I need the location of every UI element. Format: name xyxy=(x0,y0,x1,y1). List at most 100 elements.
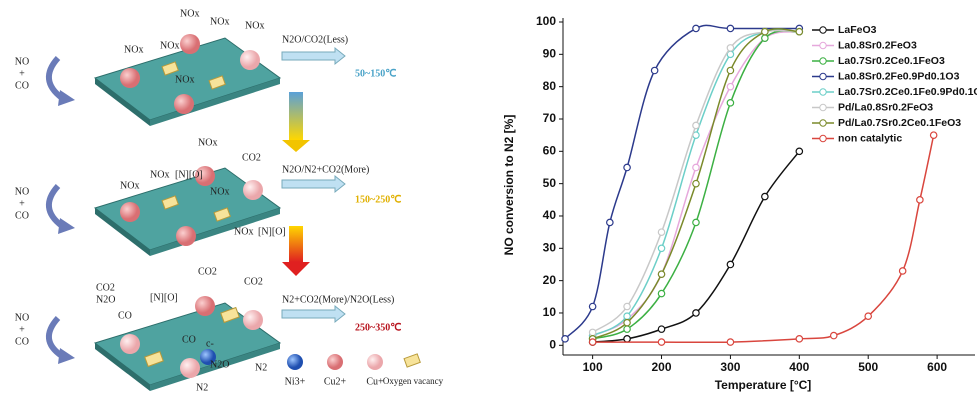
species: CO2 xyxy=(242,152,261,163)
data-point xyxy=(899,268,905,274)
y-tick-label: 90 xyxy=(543,47,557,61)
figure: NO + CO NO + CO NO + CO NOx NOx NOx NOx … xyxy=(0,0,977,400)
species: CO2 xyxy=(96,282,115,293)
legend-label: La0.7Sr0.2Ce0.1FeO3 xyxy=(838,55,945,67)
data-point xyxy=(865,313,871,319)
y-tick-label: 10 xyxy=(543,305,557,319)
species: [N][O] xyxy=(150,292,178,303)
stage-arrow xyxy=(289,92,303,140)
x-tick-label: 100 xyxy=(583,360,603,374)
species: NOx xyxy=(160,40,179,51)
chart: Temperature [°C] NO conversion to N2 [%]… xyxy=(502,14,977,392)
legend-swatch xyxy=(820,104,826,110)
x-tick-label: 600 xyxy=(927,360,947,374)
data-point xyxy=(562,336,568,342)
stage-labels: N2O/CO2(Less) 50~150℃ N2O/N2+CO2(More) 1… xyxy=(282,34,401,333)
data-point xyxy=(624,319,630,325)
data-point xyxy=(727,25,733,31)
legend-label: Cu+ xyxy=(366,376,384,387)
species: CO xyxy=(182,334,196,345)
data-point xyxy=(658,326,664,332)
data-point xyxy=(658,339,664,345)
data-point xyxy=(762,28,768,34)
species: NOx xyxy=(124,44,143,55)
data-point xyxy=(727,339,733,345)
reactant: CO xyxy=(15,80,29,91)
data-point xyxy=(658,290,664,296)
reactant: + xyxy=(19,68,25,79)
data-point xyxy=(917,197,923,203)
species: CO2 xyxy=(198,266,217,277)
species: [N][O] xyxy=(175,169,203,180)
data-point xyxy=(693,219,699,225)
y-tick-label: 0 xyxy=(549,337,556,351)
legend-swatch xyxy=(820,27,826,33)
data-point xyxy=(624,303,630,309)
y-tick-label: 40 xyxy=(543,208,557,222)
y-tick-label: 100 xyxy=(536,14,556,28)
data-point xyxy=(831,332,837,338)
data-point xyxy=(796,148,802,154)
data-point xyxy=(624,326,630,332)
stage-arrow xyxy=(282,140,310,152)
legend-label: non catalytic xyxy=(838,132,902,144)
x-tick-label: 500 xyxy=(858,360,878,374)
data-point xyxy=(658,245,664,251)
species: N2O xyxy=(210,359,229,370)
x-tick-label: 300 xyxy=(720,360,740,374)
data-point xyxy=(651,67,657,73)
species: N2 xyxy=(255,362,267,373)
data-point xyxy=(589,339,595,345)
stage-arrow xyxy=(289,226,303,262)
data-point xyxy=(762,35,768,41)
reactant: CO xyxy=(15,210,29,221)
arrow-heads xyxy=(58,90,75,364)
data-point xyxy=(693,164,699,170)
data-point xyxy=(693,310,699,316)
data-point xyxy=(693,25,699,31)
data-point xyxy=(727,100,733,106)
y-tick-label: 80 xyxy=(543,79,557,93)
y-tick-label: 20 xyxy=(543,273,557,287)
diagram-legend: Ni3+ Cu2+ Cu+ Oxygen vacancy xyxy=(285,354,444,387)
data-point xyxy=(658,271,664,277)
species: NOx xyxy=(210,186,229,197)
stage-products: N2O/CO2(Less) xyxy=(282,34,348,45)
reactant-labels: NO + CO NO + CO NO + CO xyxy=(15,56,29,347)
x-tick-label: 400 xyxy=(789,360,809,374)
stage-products: N2O/N2+CO2(More) xyxy=(282,164,369,175)
data-point xyxy=(693,180,699,186)
species: c- xyxy=(206,338,214,349)
y-axis-label: NO conversion to N2 [%] xyxy=(502,115,516,256)
data-point xyxy=(930,132,936,138)
species: NOx xyxy=(175,74,194,85)
species: NOx xyxy=(234,226,253,237)
x-axis-label: Temperature [°C] xyxy=(715,378,812,392)
y-tick-label: 30 xyxy=(543,240,557,254)
data-point xyxy=(727,83,733,89)
species: NOx xyxy=(198,137,217,148)
species: N2 xyxy=(196,382,208,393)
stage-arrow xyxy=(282,262,310,276)
species: [N][O] xyxy=(258,226,286,237)
reactant: NO xyxy=(15,312,29,323)
species: CO xyxy=(118,310,132,321)
y-tick-label: 50 xyxy=(543,176,557,190)
species: CO2 xyxy=(244,276,263,287)
data-point xyxy=(607,219,613,225)
reactant: NO xyxy=(15,56,29,67)
legend-label: Oxygen vacancy xyxy=(383,376,444,386)
stage-temperature: 50~150℃ xyxy=(355,68,396,79)
stage-temperature: 150~250℃ xyxy=(355,194,401,205)
x-tick-label: 200 xyxy=(652,360,672,374)
legend-label: Cu2+ xyxy=(324,376,347,387)
reactant: + xyxy=(19,324,25,335)
legend-label: Pd/La0.7Sr0.2Ce0.1FeO3 xyxy=(838,117,961,129)
data-point xyxy=(658,229,664,235)
stage-temperature: 250~350℃ xyxy=(355,322,401,333)
legend-label: La0.8Sr0.2FeO3 xyxy=(838,39,917,51)
data-point xyxy=(624,313,630,319)
data-point xyxy=(589,329,595,335)
reactant: CO xyxy=(15,336,29,347)
species: NOx xyxy=(150,169,169,180)
